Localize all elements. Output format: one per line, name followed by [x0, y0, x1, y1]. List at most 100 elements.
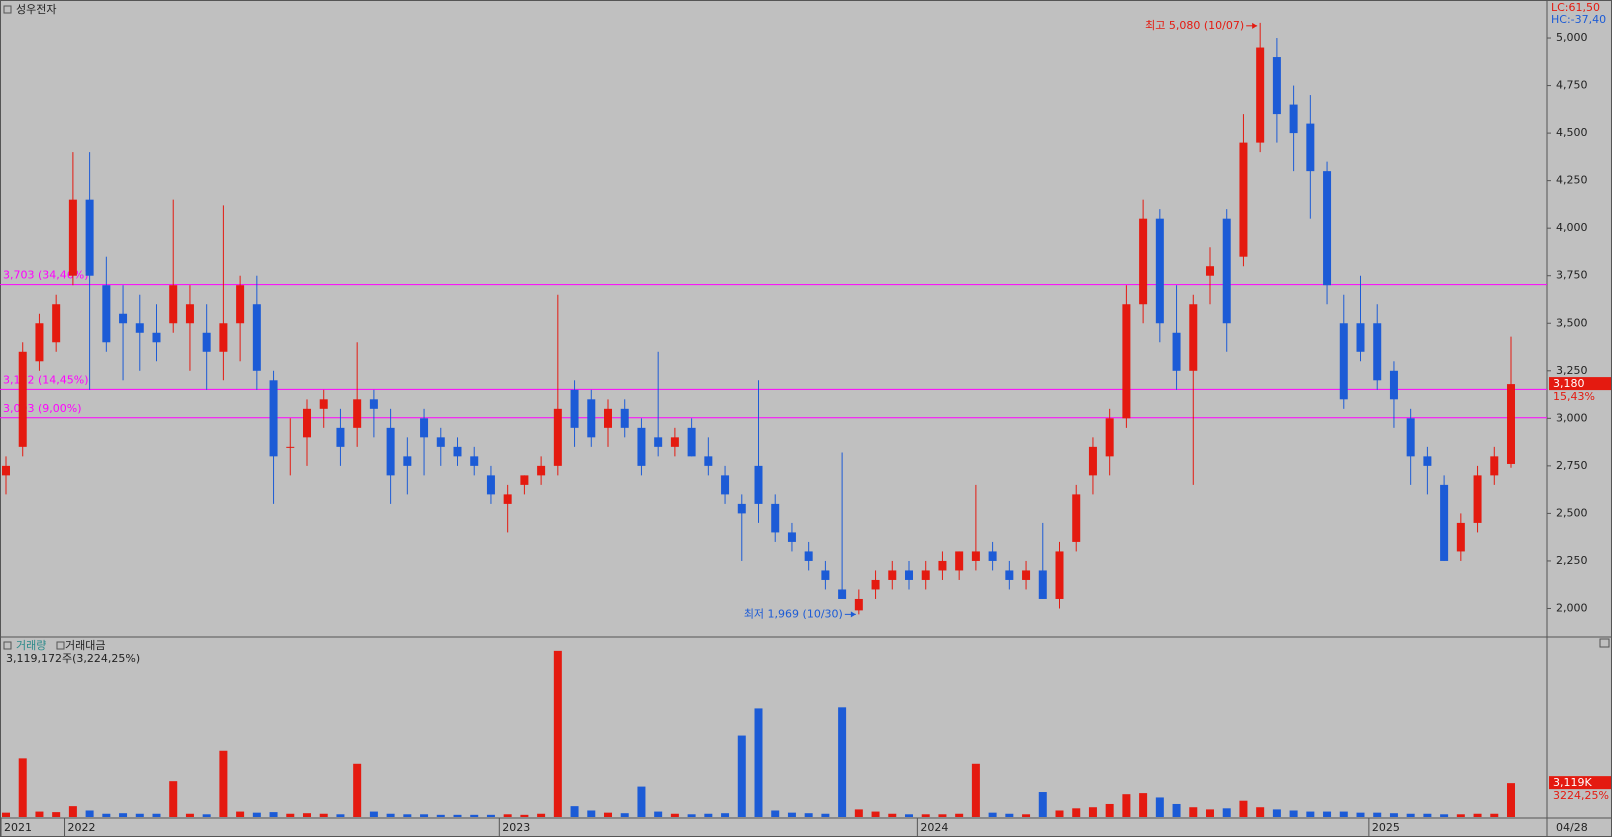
candle-body [1222, 218, 1231, 324]
chart-title: 성우전자 [16, 3, 56, 16]
volume-bar [68, 806, 77, 817]
candle-body [486, 475, 495, 495]
volume-bar [52, 812, 61, 817]
volume-bar [553, 650, 562, 817]
volume-bar [18, 758, 27, 817]
end-date-label: 04/28 [1556, 821, 1588, 834]
candle-body [68, 199, 77, 276]
y-tick-label: 3,750 [1556, 269, 1588, 282]
candle-body [336, 427, 345, 447]
volume-bar [971, 763, 980, 817]
panel-icon[interactable] [56, 641, 65, 650]
candle-body [503, 494, 512, 504]
y-tick-label: 4,750 [1556, 79, 1588, 92]
volume-bar [286, 813, 295, 817]
volume-bar [854, 809, 863, 817]
candle-body [1490, 456, 1499, 476]
candle-body [252, 304, 261, 371]
panel-icon[interactable] [3, 641, 12, 650]
candle-body [1389, 370, 1398, 400]
last-volume-ratio: 3224,25% [1553, 789, 1609, 802]
volume-bar [771, 810, 780, 817]
candle-body [119, 313, 128, 324]
candle-body [219, 323, 228, 352]
volume-bar [737, 735, 746, 817]
y-tick-label: 4,250 [1556, 174, 1588, 187]
last-volume-label: 3,119K [1553, 776, 1592, 789]
candle-body [537, 465, 546, 476]
candle-body [1256, 47, 1265, 143]
candle-body [1206, 266, 1214, 276]
volume-bar [988, 812, 997, 817]
volume-bar [1122, 794, 1131, 817]
volume-bar [888, 813, 897, 817]
candle-body [838, 589, 847, 599]
candle-body [1072, 494, 1081, 542]
candle-body [269, 380, 278, 457]
volume-bar [470, 814, 479, 817]
volume-bar [102, 813, 111, 817]
candle-body [988, 551, 997, 561]
x-tick-label: 2024 [920, 821, 948, 834]
candle-body [152, 332, 161, 343]
volume-bar [169, 781, 178, 817]
candle-body [1356, 323, 1365, 352]
volume-bar [1440, 814, 1449, 817]
candle-body [854, 598, 863, 611]
candle-body [1507, 384, 1515, 464]
volume-bar [1172, 803, 1181, 817]
candle-body [1323, 171, 1332, 286]
y-tick-label: 4,500 [1556, 126, 1588, 139]
volume-bar [637, 786, 646, 817]
candle-body [1289, 104, 1298, 134]
volume-bar [503, 814, 512, 817]
volume-bar [353, 763, 362, 817]
hc-label: HC:-37,40 [1551, 13, 1606, 26]
candle-body [921, 570, 930, 580]
volume-bar [236, 811, 245, 817]
volume-bar [1038, 792, 1047, 817]
volume-bar [85, 810, 94, 817]
candle-body [1155, 218, 1164, 324]
volume-bar [386, 813, 395, 817]
candle-body [1239, 142, 1248, 257]
candle-body [905, 570, 913, 580]
volume-bar [486, 814, 495, 817]
volume-bar [938, 814, 947, 817]
candle-body [604, 408, 612, 428]
volume-bar [1072, 808, 1081, 817]
volume-bar [1306, 811, 1315, 817]
candle-body [654, 437, 663, 447]
candle-body [102, 285, 111, 343]
volume-bar [821, 813, 830, 817]
volume-bar [921, 814, 930, 817]
volume-bar [185, 813, 194, 817]
volume-bar [905, 814, 913, 817]
candle-body [737, 503, 746, 514]
candle-body [670, 437, 679, 447]
volume-bar [1206, 809, 1214, 817]
candle-body [453, 446, 462, 457]
candle-body [637, 427, 646, 466]
volume-bar [152, 813, 161, 817]
x-tick-label: 2025 [1372, 821, 1400, 834]
candle-body [1189, 304, 1198, 371]
candle-body [1038, 570, 1047, 599]
volume-bar [704, 813, 713, 817]
last-volume-box [1549, 776, 1611, 790]
panel-icon[interactable] [3, 5, 12, 14]
volume-bar [453, 814, 462, 817]
candle-body [1473, 475, 1482, 523]
candle-body [18, 351, 27, 447]
volume-bar [1323, 811, 1332, 817]
candle-body [1139, 218, 1148, 305]
panel-close[interactable] [1599, 638, 1610, 648]
volume-title-2: 거래대금 [65, 639, 105, 652]
candle-body [1005, 570, 1014, 580]
candle-body [85, 199, 94, 276]
volume-bar [1456, 814, 1465, 817]
x-tick-label: 2021 [4, 821, 32, 834]
candle-body [353, 399, 362, 428]
